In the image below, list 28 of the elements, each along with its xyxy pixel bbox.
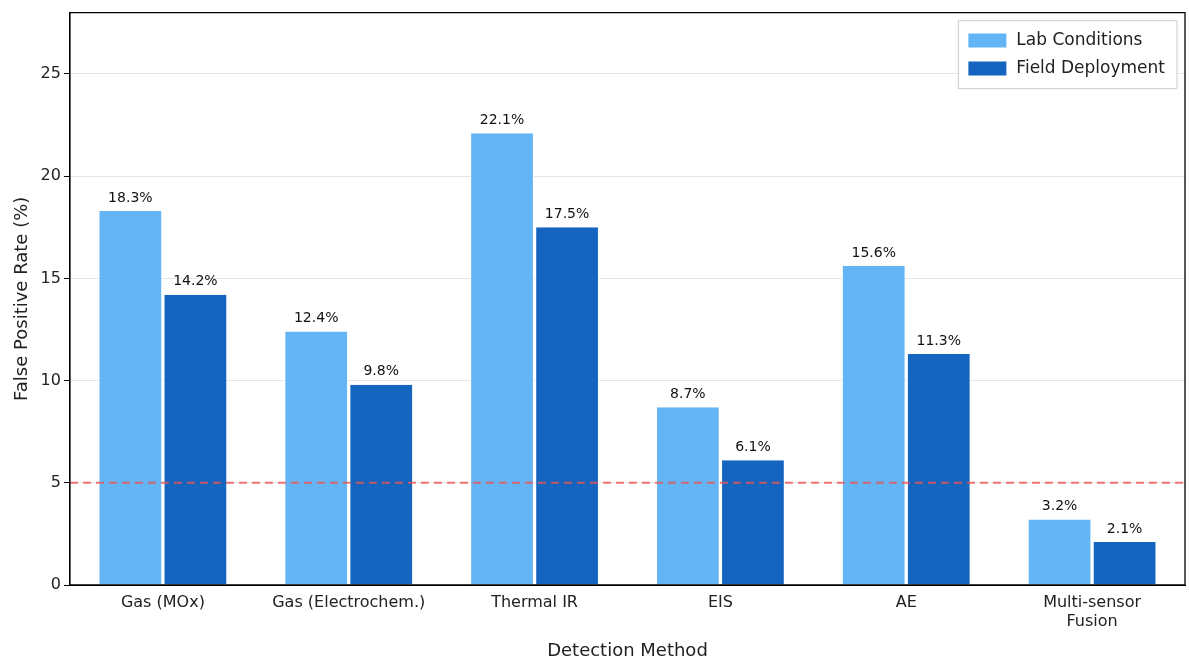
x-tick-label: EIS [707, 591, 733, 611]
y-tick-label: 10 [40, 369, 61, 389]
x-tick-label: AE [895, 591, 917, 611]
data-label: 15.6% [851, 243, 896, 260]
data-label: 14.2% [173, 272, 218, 289]
y-tick-label: 15 [40, 267, 61, 287]
data-label: 9.8% [363, 362, 400, 379]
x-tick-label: Gas (Electrochem.) [272, 591, 426, 611]
x-tick-label: Thermal IR [490, 591, 578, 611]
y-tick-label: 20 [40, 165, 61, 185]
legend-label: Lab Conditions [1016, 29, 1143, 50]
x-tick-label: Gas (MOx) [120, 591, 205, 611]
y-tick-label: 0 [50, 574, 61, 594]
data-label: 17.5% [544, 204, 590, 221]
data-label: 12.4% [293, 309, 339, 326]
data-label: 18.3% [108, 188, 153, 205]
x-axis-title: Detection Method [547, 638, 708, 660]
y-axis-title: False Positive Rate (%) [10, 196, 32, 401]
data-label: 6.1% [735, 437, 771, 454]
legend-label: Field Deployment [1016, 57, 1166, 78]
data-label: 3.2% [1041, 497, 1078, 514]
data-label: 22.1% [479, 110, 525, 127]
y-tick-label: 25 [40, 63, 61, 83]
data-label: 8.7% [670, 384, 706, 401]
x-tick-label: Multi-sensor Fusion [1043, 591, 1142, 630]
y-tick-label: 5 [50, 471, 61, 491]
data-label: 11.3% [916, 331, 961, 348]
data-label: 2.1% [1106, 519, 1143, 536]
